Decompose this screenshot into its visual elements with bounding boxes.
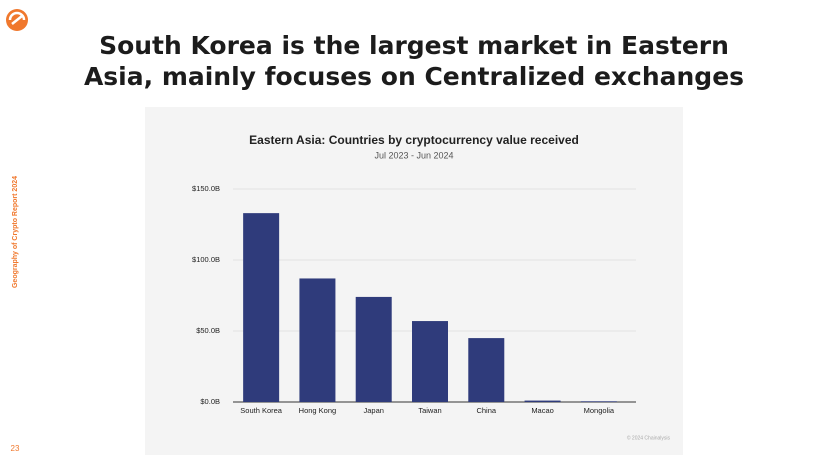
watermark: © 2024 Chainalysis: [627, 434, 671, 441]
x-tick-label: Macao: [531, 406, 554, 415]
x-tick-label: China: [476, 406, 496, 415]
y-tick-label: $150.0B: [192, 184, 220, 193]
y-tick-label: $100.0B: [192, 255, 220, 264]
bar: [243, 213, 280, 402]
bar: [524, 400, 561, 402]
bar: [580, 401, 617, 402]
x-tick-label: Japan: [363, 406, 383, 415]
bar: [412, 321, 448, 402]
bar: [468, 338, 505, 402]
bar: [299, 278, 336, 402]
y-tick-label: $50.0B: [196, 326, 220, 335]
x-tick-label: Taiwan: [418, 406, 441, 415]
x-tick-label: South Korea: [240, 406, 283, 415]
page-number: 23: [11, 444, 20, 453]
chart-title: Eastern Asia: Countries by cryptocurrenc…: [249, 133, 579, 147]
logo: [6, 9, 28, 31]
x-tick-label: Mongolia: [584, 406, 615, 415]
chart-subtitle: Jul 2023 - Jun 2024: [374, 150, 453, 160]
bar: [355, 296, 392, 402]
x-tick-label: Hong Kong: [299, 406, 337, 415]
slide-title: South Korea is the largest market in Eas…: [83, 31, 745, 91]
side-label: Geography of Crypto Report 2024: [12, 176, 19, 288]
y-tick-label: $0.0B: [200, 397, 220, 406]
